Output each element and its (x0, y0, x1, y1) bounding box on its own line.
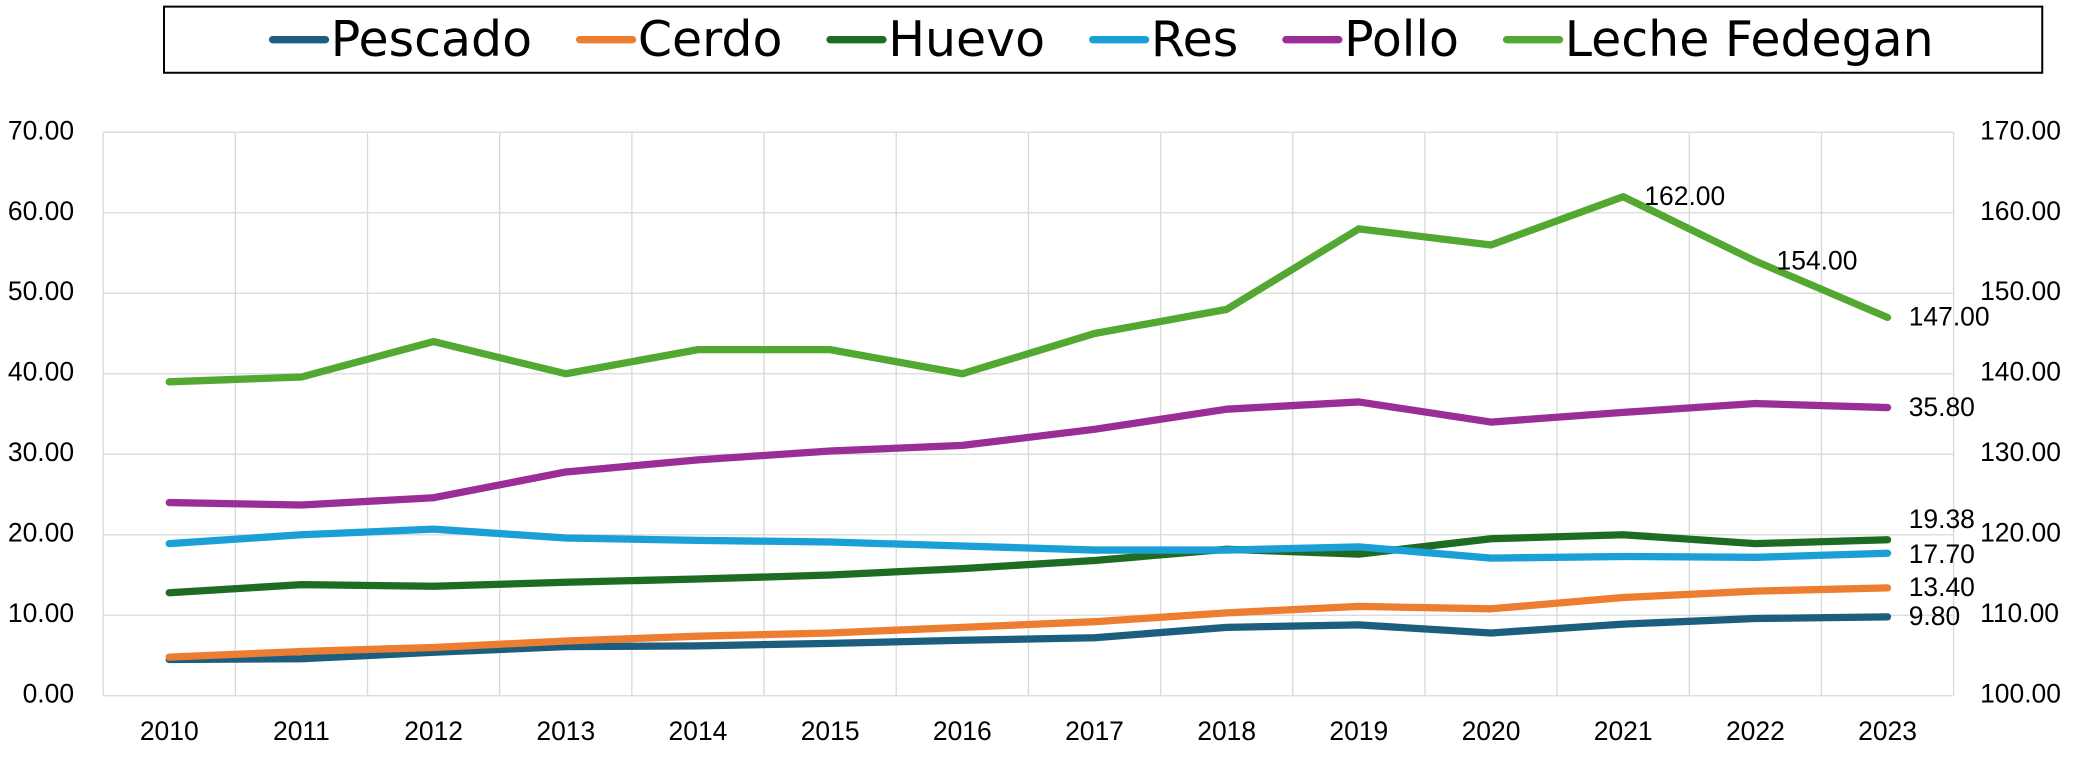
x-tick-label: 2020 (1462, 716, 1521, 746)
series-line (165, 613, 1892, 664)
x-tick-label: 2013 (536, 716, 595, 746)
legend-item: Res (1089, 11, 1238, 68)
y-tick-label: 50.00 (8, 276, 74, 306)
y-tick-label: 60.00 (8, 196, 74, 226)
x-tick-label: 2015 (801, 716, 860, 746)
legend-item: Leche Fedegan (1502, 11, 1934, 68)
y-tick-label: 0.00 (23, 679, 74, 709)
series-line (165, 193, 1892, 386)
data-label: 154.00 (1777, 245, 1858, 275)
legend-label: Cerdo (638, 11, 783, 68)
data-label: 9.80 (1909, 601, 1960, 631)
x-tick-label: 2012 (404, 716, 463, 746)
data-label: 162.00 (1644, 181, 1725, 211)
x-tick-label: 2019 (1329, 716, 1388, 746)
y2-tick-label: 130.00 (1980, 437, 2061, 467)
series-line (165, 398, 1892, 509)
y-tick-label: 20.00 (8, 518, 74, 548)
y-tick-label: 40.00 (8, 357, 74, 387)
legend-item: Cerdo (576, 11, 783, 68)
x-tick-label: 2018 (1197, 716, 1256, 746)
series-line (165, 531, 1892, 597)
legend-item: Pollo (1282, 11, 1459, 68)
legend-label: Pollo (1344, 11, 1459, 68)
y2-tick-label: 120.00 (1980, 518, 2061, 548)
x-tick-label: 2011 (273, 716, 330, 746)
legend-label: Res (1151, 11, 1238, 68)
x-tick-label: 2014 (669, 716, 728, 746)
y2-tick-label: 150.00 (1980, 276, 2061, 306)
x-tick-label: 2022 (1726, 716, 1785, 746)
y-tick-label: 70.00 (8, 115, 74, 145)
y-tick-label: 10.00 (8, 598, 74, 628)
series-line (165, 525, 1892, 562)
x-tick-label: 2023 (1858, 716, 1917, 746)
x-tick-label: 2017 (1065, 716, 1124, 746)
data-label: 147.00 (1909, 302, 1990, 332)
data-label: 13.40 (1909, 572, 1975, 602)
legend-label: Pescado (331, 11, 532, 68)
legend-item: Pescado (268, 11, 532, 68)
legend-label: Huevo (888, 11, 1045, 68)
data-label: 17.70 (1909, 539, 1975, 569)
legend-item: Huevo (826, 11, 1045, 68)
y2-tick-label: 110.00 (1980, 598, 2059, 628)
x-tick-label: 2016 (933, 716, 992, 746)
y2-tick-label: 100.00 (1980, 679, 2061, 709)
legend: Pescado Cerdo Huevo Res Pollo Leche Fedegan (268, 11, 1934, 68)
legend-label: Leche Fedegan (1565, 11, 1934, 68)
data-label: 19.38 (1909, 504, 1975, 534)
y2-tick-label: 160.00 (1980, 196, 2061, 226)
y2-tick-label: 140.00 (1980, 357, 2061, 387)
x-tick-label: 2021 (1594, 716, 1653, 746)
y2-tick-label: 170.00 (1980, 115, 2061, 145)
y-tick-label: 30.00 (8, 437, 74, 467)
data-label: 35.80 (1909, 392, 1975, 422)
series-line (165, 584, 1892, 661)
x-tick-label: 2010 (140, 716, 199, 746)
